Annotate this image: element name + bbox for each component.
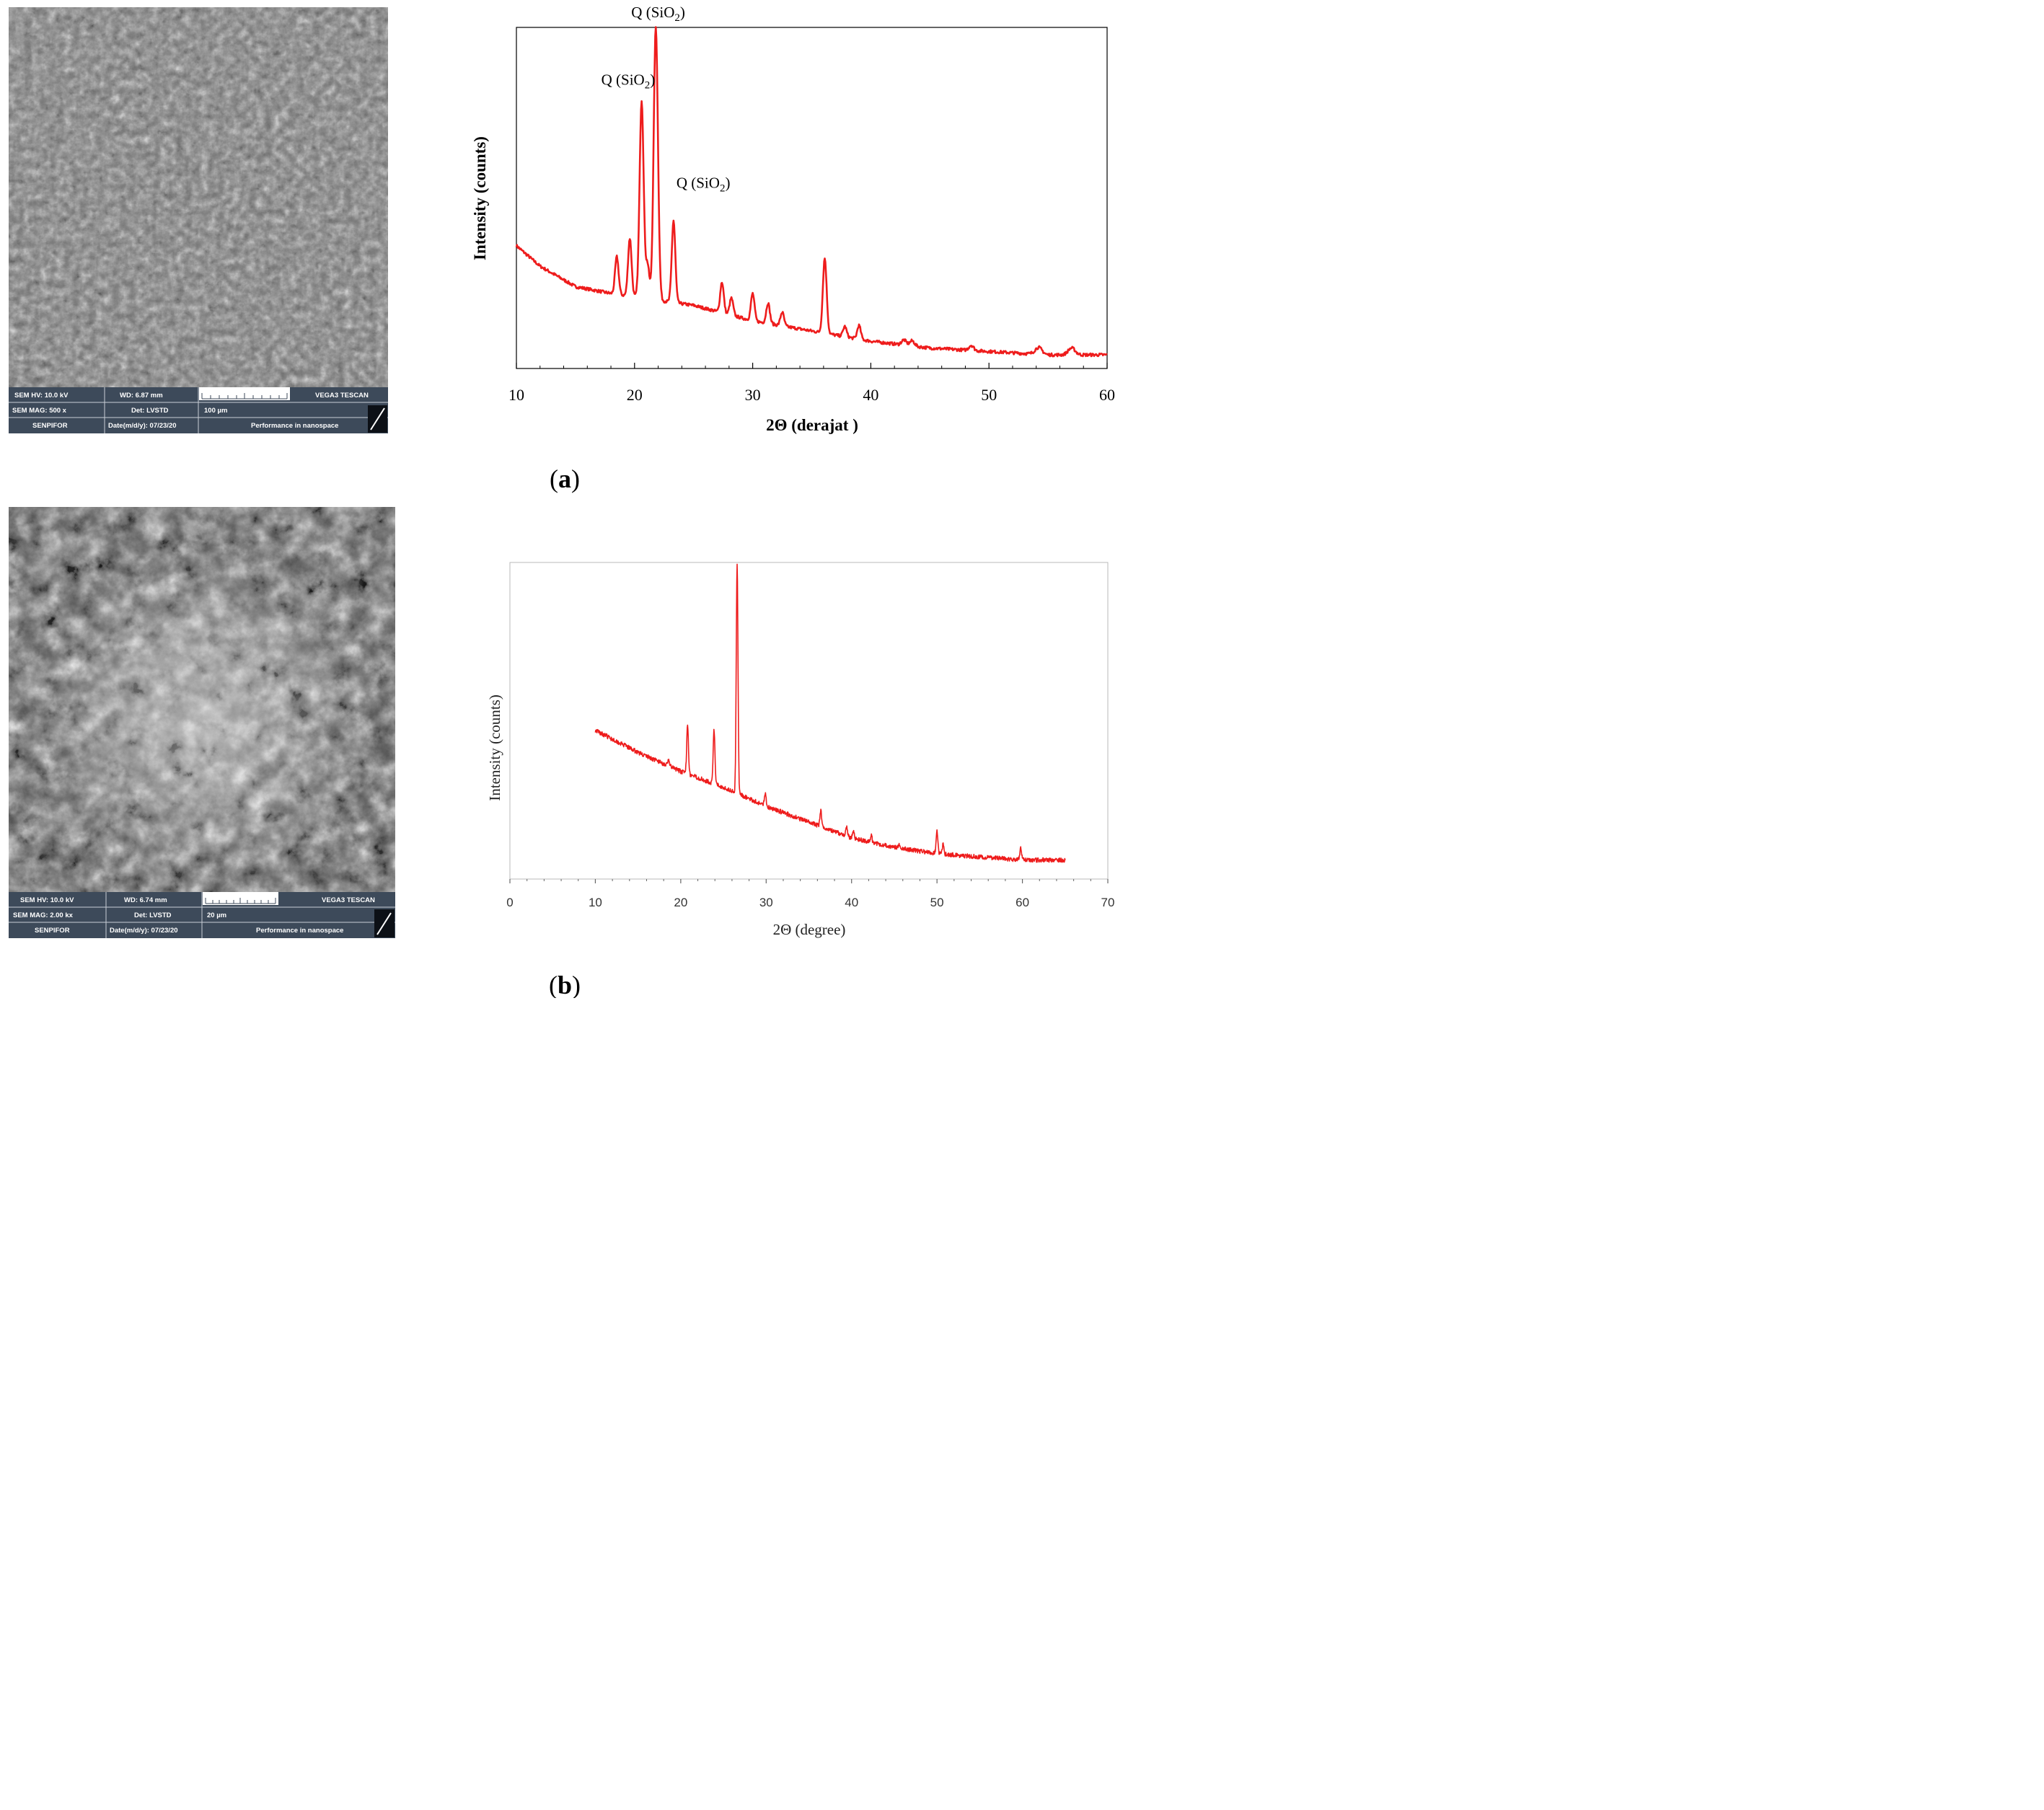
- sem-brand-a: VEGA3 TESCAN: [315, 392, 369, 399]
- xrd-trace-b: [594, 563, 1066, 863]
- sem-det-b: Det: LVSTD: [134, 911, 172, 919]
- x-tick-label: 30: [745, 386, 761, 404]
- x-tick-label: 10: [508, 386, 524, 404]
- x-tick-label: 40: [863, 386, 878, 404]
- sem-brand-b: VEGA3 TESCAN: [322, 896, 375, 904]
- sem-info-bar-a: SEM HV: 10.0 kV WD: 6.87 mm VEGA3 TESCAN…: [9, 387, 388, 433]
- plot-frame-b: [509, 562, 1109, 880]
- y-axis-title-b: Intensity (counts): [486, 694, 503, 801]
- x-tick-label: 20: [674, 896, 687, 909]
- x-tick-label: 10: [589, 896, 602, 909]
- sem-date-a: Date(m/d/y): 07/23/20: [108, 422, 177, 430]
- x-tick-label: 50: [981, 386, 997, 404]
- peak-annotation: Q (SiO2): [631, 4, 685, 24]
- x-axis-title-a: 2Θ (derajat ): [766, 416, 858, 434]
- peak-annotation: Q (SiO2): [677, 175, 731, 195]
- x-tick-label: 50: [930, 896, 944, 909]
- figure-page: { "figure": { "panel_a_label": "(a)", "p…: [0, 0, 1127, 998]
- peak-annotations-a: Q (SiO2) Q (SiO2) Q (SiO2): [602, 4, 731, 195]
- panel-tag-b: (b): [549, 971, 581, 998]
- sem-wd-a: WD: 6.87 mm: [120, 392, 163, 399]
- figure-canvas: SEM HV: 10.0 kV WD: 6.87 mm VEGA3 TESCAN…: [9, 4, 1115, 998]
- x-tick-label: 40: [845, 896, 858, 909]
- xrd-chart-b: 0 10 20 30 40 50 60 70 2Θ (degree) Intensity (c…: [486, 562, 1114, 938]
- sem-det-a: Det: LVSTD: [131, 407, 169, 415]
- sem-date-b: Date(m/d/y): 07/23/20: [110, 927, 178, 935]
- sem-mag-b: SEM MAG: 2.00 kx: [13, 911, 74, 919]
- sem-info-bar-b: SEM HV: 10.0 kV WD: 6.74 mm VEGA3 TESCAN…: [9, 892, 395, 938]
- sem-org-b: SENPIFOR: [35, 927, 70, 935]
- sem-org-a: SENPIFOR: [32, 422, 68, 430]
- sem-scale-b: 20 µm: [207, 911, 226, 919]
- x-axis-title-b: 2Θ (degree): [773, 921, 846, 938]
- sem-image-b: SEM HV: 10.0 kV WD: 6.74 mm VEGA3 TESCAN…: [9, 507, 395, 938]
- x-tick-label: 20: [627, 386, 643, 404]
- sem-image-a-texture: [9, 7, 388, 388]
- sem-hv-a: SEM HV: 10.0 kV: [14, 392, 69, 399]
- xrd-chart-a: 10 20 30 40 50 60 Q (SiO2) Q (SiO2) Q (SiO2) 2Θ…: [471, 4, 1115, 434]
- sem-scale-a: 100 µm: [204, 407, 227, 415]
- sem-image-b-highlight: [9, 507, 395, 892]
- x-ticks-a: 10 20 30 40 50 60: [508, 363, 1115, 404]
- xrd-trace-a: [515, 26, 1108, 358]
- sem-image-a: SEM HV: 10.0 kV WD: 6.87 mm VEGA3 TESCAN…: [9, 7, 388, 433]
- x-tick-label: 70: [1101, 896, 1115, 909]
- peak-annotation: Q (SiO2): [602, 71, 656, 91]
- x-tick-label: 0: [506, 896, 513, 909]
- x-ticks-b: 0 10 20 30 40 50 60 70: [506, 879, 1114, 909]
- sem-hv-b: SEM HV: 10.0 kV: [20, 896, 74, 904]
- x-tick-label: 30: [759, 896, 773, 909]
- panel-tag-a: (a): [550, 464, 580, 493]
- sem-tagline-b: Performance in nanospace: [256, 927, 343, 935]
- sem-wd-b: WD: 6.74 mm: [124, 896, 167, 904]
- plot-frame-a: [516, 27, 1108, 369]
- sem-tagline-a: Performance in nanospace: [251, 422, 338, 430]
- y-axis-title-a: Intensity (counts): [471, 136, 489, 260]
- sem-mag-a: SEM MAG: 500 x: [12, 407, 67, 415]
- x-tick-label: 60: [1099, 386, 1115, 404]
- x-tick-label: 60: [1016, 896, 1029, 909]
